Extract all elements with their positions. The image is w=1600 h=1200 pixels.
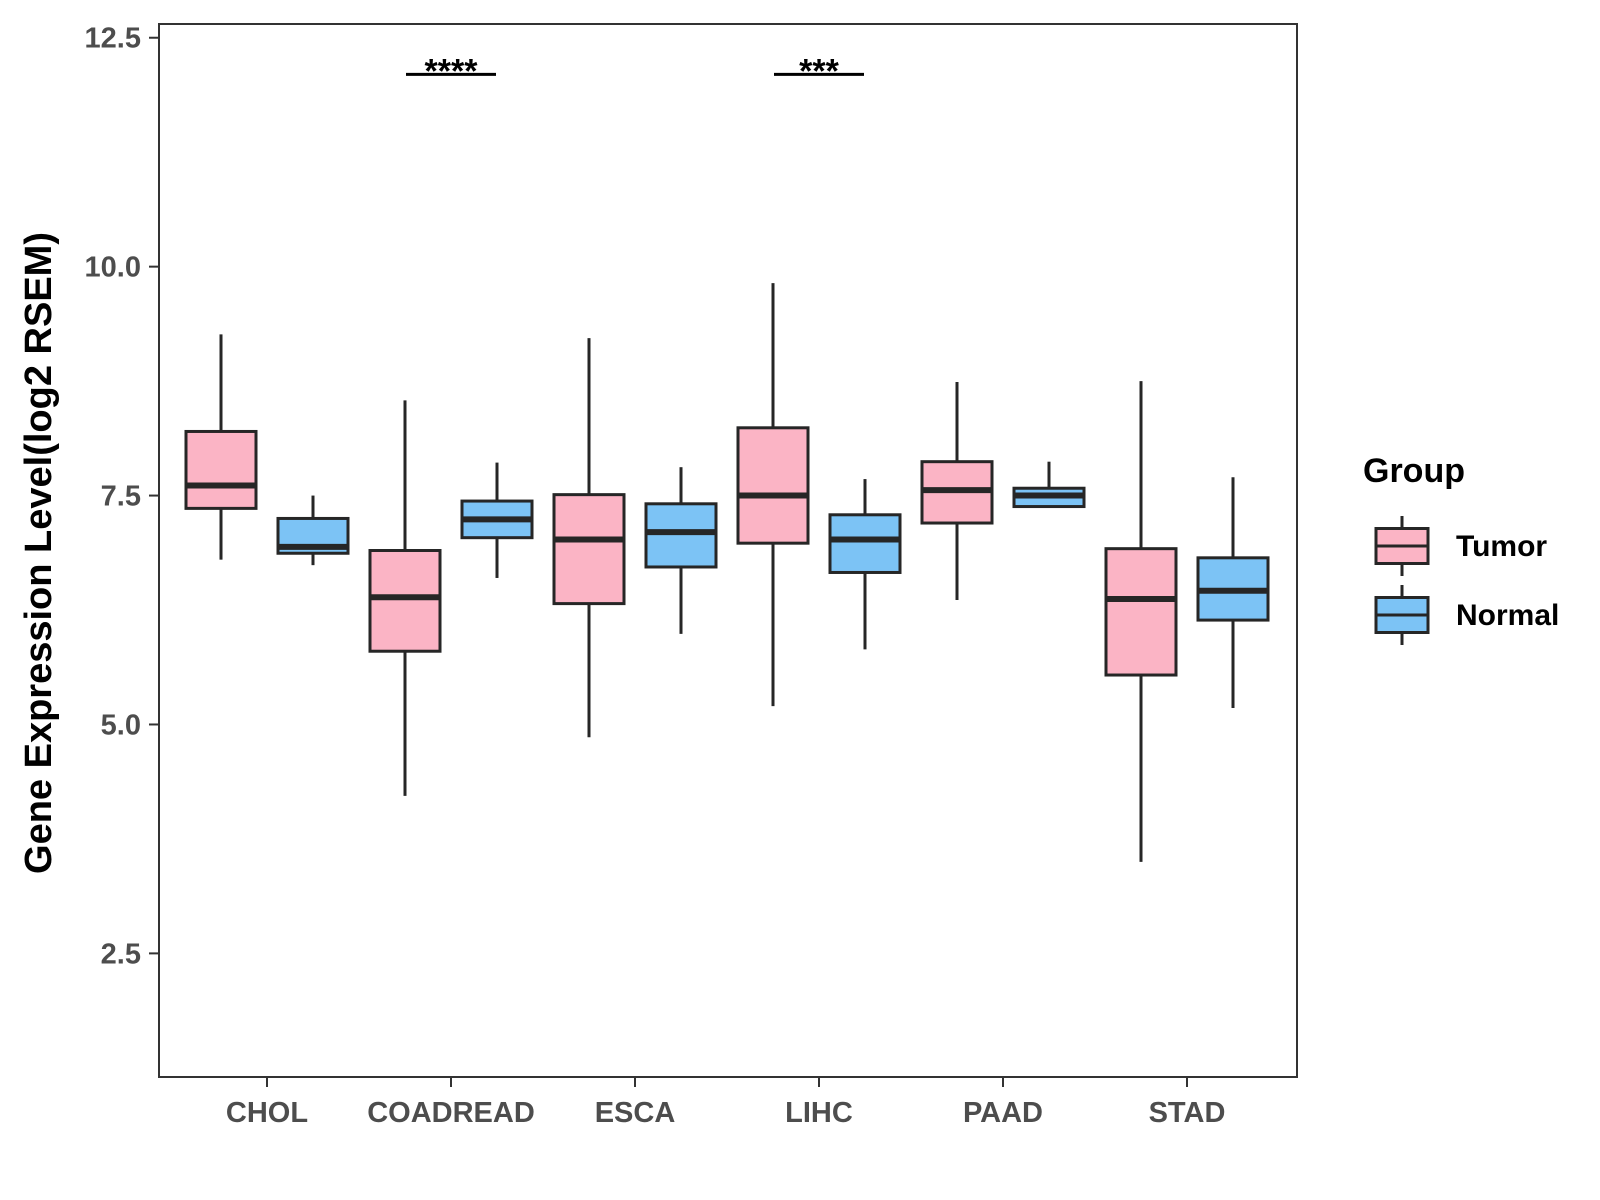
significance-lihc: *** xyxy=(774,52,864,90)
box-tumor-coadread xyxy=(368,400,442,796)
box-normal-chol xyxy=(276,495,350,566)
legend-label: Tumor xyxy=(1456,530,1547,563)
significance-coadread: **** xyxy=(406,52,496,90)
x-tick-label: PAAD xyxy=(963,1097,1043,1129)
box-tumor-paad xyxy=(920,382,994,600)
box-iqr xyxy=(184,429,258,510)
y-tick-label: 7.5 xyxy=(101,481,141,513)
box-normal-coadread xyxy=(460,462,534,578)
legend-title: Group xyxy=(1363,452,1465,490)
box-tumor-lihc xyxy=(736,283,810,707)
y-tick-label: 10.0 xyxy=(85,252,141,284)
box-iqr xyxy=(736,426,810,545)
x-tick-label: CHOL xyxy=(226,1097,308,1129)
legend-entry-tumor: Tumor xyxy=(1374,516,1547,576)
box-iqr xyxy=(552,493,626,606)
x-axis: CHOL COADREAD ESCA LIHC PAAD STAD xyxy=(226,1077,1225,1129)
box-normal-paad xyxy=(1012,461,1086,509)
x-tick-label: COADREAD xyxy=(367,1097,535,1129)
box-iqr xyxy=(828,513,902,574)
plot-area: **** *** xyxy=(158,23,1298,1078)
y-axis-title: Gene Expression Level(log2 RSEM) xyxy=(18,232,60,874)
box-tumor-chol xyxy=(184,334,258,560)
legend-entry-normal: Normal xyxy=(1374,585,1559,645)
panel-border xyxy=(158,23,1298,1078)
box-normal-lihc xyxy=(828,479,902,650)
y-tick-label: 2.5 xyxy=(101,938,141,970)
box-tumor-esca xyxy=(552,338,626,738)
x-tick-label: ESCA xyxy=(595,1097,676,1129)
box-normal-esca xyxy=(644,467,718,634)
x-tick-label: STAD xyxy=(1149,1097,1226,1129)
box-iqr xyxy=(644,502,718,569)
significance-label: *** xyxy=(799,52,839,90)
significance-label: **** xyxy=(425,52,479,90)
y-tick-label: 12.5 xyxy=(85,23,141,55)
box-normal-stad xyxy=(1196,477,1270,708)
box-tumor-stad xyxy=(1104,381,1178,862)
legend-label: Normal xyxy=(1456,599,1559,632)
box-iqr xyxy=(368,549,442,653)
y-axis: 2.5 5.0 7.5 10.0 12.5 xyxy=(85,23,159,970)
x-tick-label: LIHC xyxy=(785,1097,853,1129)
box-iqr xyxy=(1104,547,1178,677)
y-tick-label: 5.0 xyxy=(101,709,141,741)
legend: Group Tumor Normal xyxy=(1363,452,1559,645)
